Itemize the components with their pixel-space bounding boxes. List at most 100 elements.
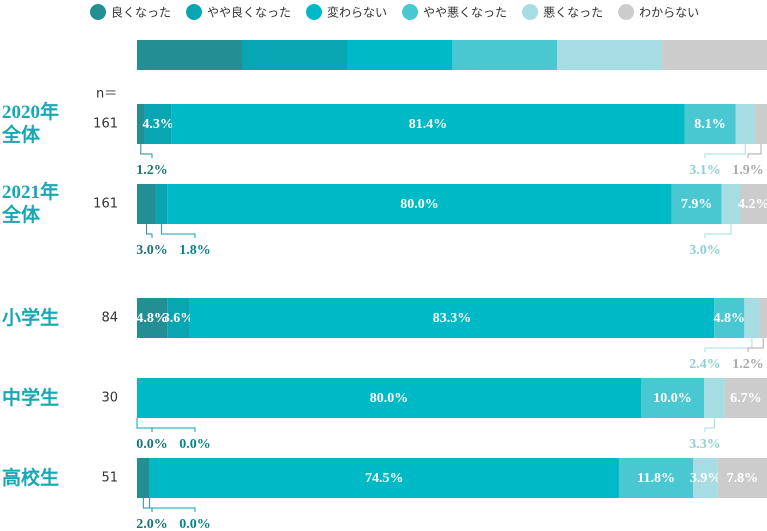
legend-strip [242, 40, 347, 70]
legend-label: やや悪くなった [423, 6, 507, 20]
legend-swatch [522, 4, 539, 20]
leader-line [136, 418, 153, 432]
value-label: 4.2% [738, 197, 767, 212]
value-label: 0.0% [179, 517, 211, 531]
bar-segment [137, 298, 168, 338]
bar-segment [149, 458, 619, 498]
leader-line [747, 144, 762, 158]
legend-swatch [90, 4, 106, 20]
value-label: 80.0% [400, 197, 439, 212]
leader-line [145, 224, 153, 238]
n-value: 161 [93, 117, 118, 132]
value-label: 0.0% [136, 437, 168, 452]
legend-label: 良くなった [111, 5, 171, 20]
bar-segment [684, 104, 736, 144]
n-value: 161 [93, 197, 118, 212]
row-label: 高校生 [2, 467, 60, 489]
bar-segment [137, 378, 641, 418]
value-label: 81.4% [409, 117, 448, 132]
leader-line [136, 418, 196, 432]
n-header: n＝ [96, 87, 117, 102]
leader-line [704, 338, 753, 352]
bar-segment [641, 378, 704, 418]
bar-segment [740, 184, 767, 224]
legend-swatch [402, 4, 419, 20]
value-label: 3.1% [689, 163, 721, 178]
value-label: 8.1% [694, 117, 726, 132]
bar-segment [755, 104, 767, 144]
value-label: 1.9% [732, 163, 764, 178]
legend-label: 悪くなった [543, 6, 603, 20]
leader-line [704, 224, 732, 238]
legend-swatch [186, 4, 203, 20]
bar-segment [717, 458, 767, 498]
bar-segment [693, 458, 718, 498]
row-label: 中学生 [2, 387, 60, 409]
value-label: 3.6% [163, 311, 195, 326]
n-value: 30 [101, 391, 118, 406]
value-label: 3.0% [136, 243, 168, 258]
legend-label: わからない [639, 6, 699, 20]
row-label: 2020年 全体 [2, 102, 60, 146]
bar-segment [137, 104, 145, 144]
value-label: 4.8% [713, 311, 745, 326]
value-label: 7.8% [727, 471, 759, 486]
value-label: 1.2% [136, 163, 168, 178]
leader-line [149, 498, 196, 512]
bar-segment [167, 184, 672, 224]
value-label: 3.9% [690, 471, 722, 486]
bar-segment [171, 104, 685, 144]
value-label: 1.2% [732, 357, 764, 372]
bar-segment [735, 104, 756, 144]
row-label: 2021年 全体 [2, 182, 60, 226]
value-label: 80.0% [370, 391, 409, 406]
leader-line [747, 338, 764, 352]
legend-label: やや良くなった [207, 5, 291, 20]
bar-segment [724, 378, 767, 418]
row-label: 小学生 [2, 307, 60, 329]
value-label: 11.8% [637, 471, 675, 486]
leader-line [161, 224, 196, 238]
value-label: 2.0% [136, 517, 168, 531]
bar-segment [714, 298, 745, 338]
value-label: 4.3% [142, 117, 174, 132]
bar-segment [704, 378, 725, 418]
bar-segment [671, 184, 722, 224]
value-label: 6.7% [730, 391, 762, 406]
legend-label: 変わらない [327, 5, 387, 20]
value-label: 4.8% [136, 311, 168, 326]
bar-segment [618, 458, 694, 498]
value-label: 0.0% [179, 437, 211, 452]
leader-line [704, 418, 715, 432]
value-label: 1.8% [179, 243, 211, 258]
bar-segment [137, 184, 156, 224]
bar-segment [155, 184, 168, 224]
legend-strip [662, 40, 767, 70]
value-label: 3.3% [689, 437, 721, 452]
legend-strip [347, 40, 452, 70]
legend-strip [137, 40, 242, 70]
leader-line [704, 144, 746, 158]
leader-line [140, 144, 153, 158]
value-label: 74.5% [365, 471, 404, 486]
bar-segment [721, 184, 741, 224]
value-label: 7.9% [681, 197, 713, 212]
value-label: 10.0% [653, 391, 692, 406]
legend-strip [452, 40, 557, 70]
value-label: 3.0% [689, 243, 721, 258]
bar-segment [144, 104, 172, 144]
bar-segment [759, 298, 767, 338]
bar-segment [167, 298, 190, 338]
bar-segment [744, 298, 760, 338]
value-label: 83.3% [433, 311, 472, 326]
bar-segment [137, 458, 150, 498]
bar-segment [189, 298, 715, 338]
n-value: 51 [101, 471, 118, 486]
legend-swatch [618, 4, 635, 20]
legend-swatch [306, 4, 323, 20]
legend-strip [557, 40, 662, 70]
n-value: 84 [101, 311, 118, 326]
value-label: 2.4% [689, 357, 721, 372]
